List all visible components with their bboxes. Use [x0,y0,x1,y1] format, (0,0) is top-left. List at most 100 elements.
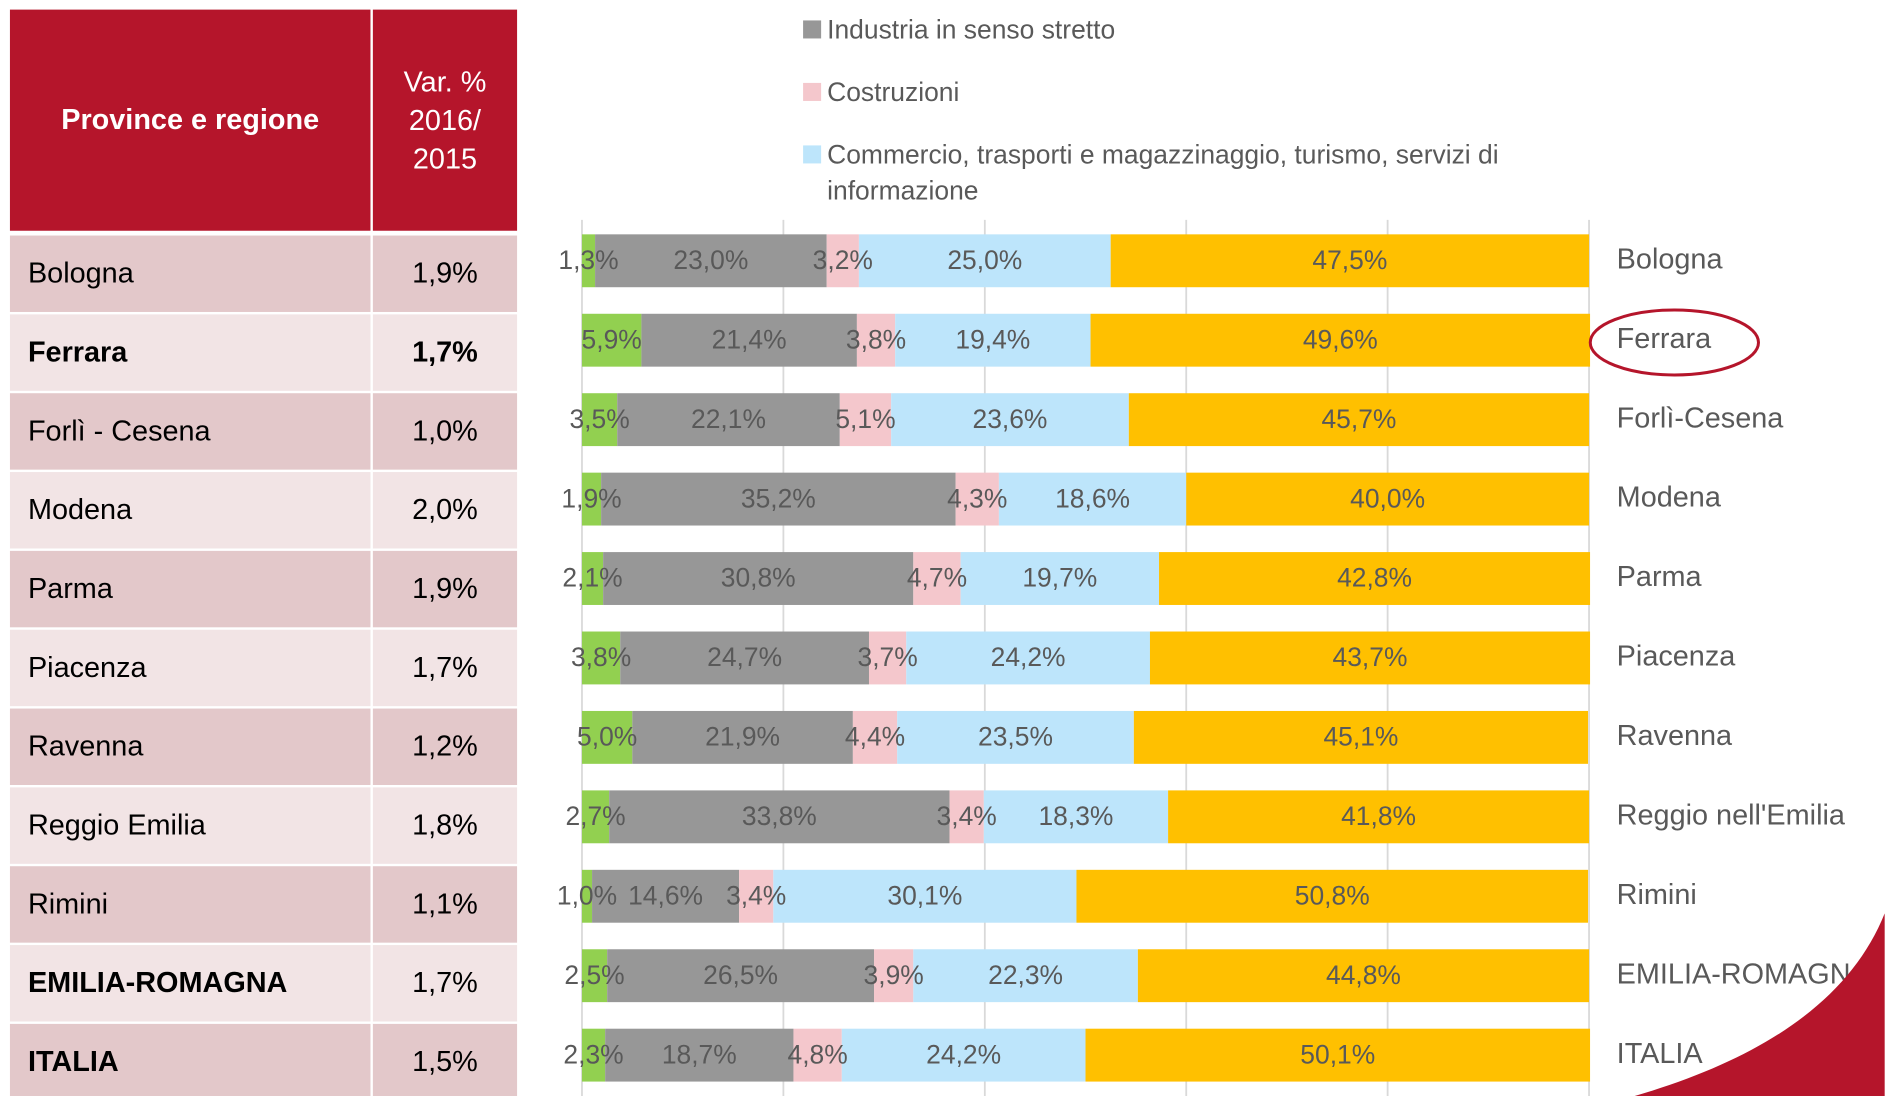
bar-segment [1149,631,1591,685]
row-value: 1,7% [412,652,478,684]
bar-segment [913,552,961,605]
data-label: 5,9% [582,324,642,354]
row-name: ITALIA [28,1046,119,1078]
data-label: 26,5% [703,960,778,990]
legend-marker [803,20,822,39]
bar-segment [955,472,999,526]
table-cell [372,1023,518,1096]
row-name: Ravenna [28,731,144,763]
row-name: Rimini [28,888,108,920]
data-label: 23,0% [673,245,748,275]
bar-segment [1186,472,1590,526]
data-label: 25,0% [947,245,1022,275]
row-name: Parma [28,573,114,605]
bar-segment [601,472,956,526]
highlight-circle [1588,308,1760,377]
data-label: 5,1% [835,404,895,434]
data-label: 4,7% [907,563,967,593]
bar-segment [868,631,907,685]
data-label: 2,7% [565,801,625,831]
bar-segment [632,710,853,764]
bar-segment [949,790,984,844]
data-label: 19,7% [1022,563,1097,593]
row-value: 1,8% [412,809,478,841]
bar-segment [998,472,1187,526]
bar-segment [595,234,827,288]
bar-segment [1133,710,1589,764]
bar-segment [1168,790,1590,844]
bar-segment [874,949,914,1003]
row-value: 1,0% [412,415,478,447]
table-cell [372,708,518,785]
bar-segment [856,313,896,367]
data-label: 35,2% [741,483,816,513]
bar-segment [1090,313,1591,367]
data-label: 24,2% [991,642,1066,672]
table-cell [9,866,371,943]
data-label: 1,9% [561,483,621,513]
data-label: 45,1% [1323,722,1398,752]
bar-segment [839,393,892,447]
bar-segment [581,790,610,844]
header-text: Province e regione [61,104,319,136]
header-text: Var. % [404,67,487,99]
legend-marker [803,82,822,101]
category-label: Piacenza [1617,641,1737,673]
bar-segment [891,393,1129,447]
row-name: Piacenza [28,652,148,684]
row-value: 1,7% [412,336,478,368]
data-label: 5,0% [577,722,637,752]
bar-segment [581,631,621,685]
bar-segment [603,552,914,605]
row-name: Forlì - Cesena [28,415,212,447]
bar-segment [1110,234,1590,288]
bar-segment [605,1028,794,1082]
row-name: EMILIA-ROMAGNA [28,967,288,999]
bar-segment [581,552,604,605]
legend-entry: Industria in senso stretto [827,14,1116,45]
category-label: Forlì-Cesena [1617,402,1785,434]
bar-segment [1137,949,1590,1003]
data-label: 50,1% [1300,1039,1375,1069]
table-body: Bologna 1,9% Ferrara 1,7% Forlì - Cesena 1,0%… [9,235,518,1096]
data-label: 24,7% [707,642,782,672]
row-name: Reggio Emilia [28,809,207,841]
table-cell [9,472,371,549]
data-label: 41,8% [1341,801,1416,831]
row-name: Ferrara [28,336,128,368]
legend-entry: Commercio, trasporti e magazzinaggio, tu… [827,139,1498,205]
data-label: 18,7% [662,1039,737,1069]
data-label: 14,6% [628,880,703,910]
table-cell [372,235,518,312]
data-label: 1,3% [558,245,618,275]
row-value: 2,0% [412,494,478,526]
bar-segment [581,393,618,447]
header-text: 2016/ [409,105,482,137]
row-name: Bologna [28,258,135,290]
table-cell [372,550,518,628]
table: Province e regione Var. % 2016/ 2015 Bol… [9,9,518,1096]
data-label: 22,1% [691,404,766,434]
data-label: 33,8% [742,801,817,831]
bar-segment [581,313,642,367]
bar-segment [1159,552,1591,605]
table-cell [9,314,371,391]
bar-segment [852,710,898,764]
category-label: Bologna [1617,243,1724,275]
data-label: 3,8% [571,642,631,672]
data-label: 3,4% [937,801,997,831]
data-label: 3,4% [726,880,786,910]
bar-segment [592,869,740,923]
row-value: 1,9% [412,573,478,605]
bar-segment [960,552,1160,605]
bar-segment [581,234,596,288]
bar-segment [581,869,593,923]
table-cell [9,235,371,312]
header-cell [9,9,371,231]
category-label: EMILIA-ROMAGNA [1617,958,1871,990]
table-cell [372,787,518,864]
data-label: 4,3% [947,483,1007,513]
legend-label: Industria in senso stretto [827,14,1116,45]
data-label: 47,5% [1312,245,1387,275]
